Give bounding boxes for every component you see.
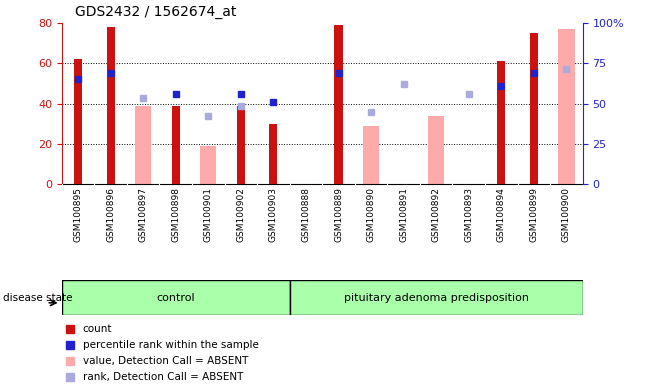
Bar [290, 280, 583, 315]
Text: GSM100897: GSM100897 [139, 187, 148, 242]
Text: GSM100901: GSM100901 [204, 187, 213, 242]
Text: GSM100899: GSM100899 [529, 187, 538, 242]
Bar [107, 27, 115, 184]
Bar [558, 29, 574, 184]
Text: pituitary adenoma predisposition: pituitary adenoma predisposition [344, 293, 529, 303]
Bar [530, 33, 538, 184]
Text: GSM100890: GSM100890 [367, 187, 376, 242]
Text: count: count [83, 323, 112, 334]
Text: GSM100892: GSM100892 [432, 187, 441, 242]
Text: GSM100888: GSM100888 [301, 187, 311, 242]
Text: value, Detection Call = ABSENT: value, Detection Call = ABSENT [83, 356, 248, 366]
Bar [270, 124, 277, 184]
Bar [428, 116, 444, 184]
Bar [62, 280, 290, 315]
Text: GSM100896: GSM100896 [106, 187, 115, 242]
Text: GSM100891: GSM100891 [399, 187, 408, 242]
Bar [172, 106, 180, 184]
Text: GSM100889: GSM100889 [334, 187, 343, 242]
Bar [363, 126, 379, 184]
Text: rank, Detection Call = ABSENT: rank, Detection Call = ABSENT [83, 372, 243, 382]
Text: disease state: disease state [3, 293, 73, 303]
Bar [335, 25, 342, 184]
Text: GDS2432 / 1562674_at: GDS2432 / 1562674_at [75, 5, 236, 19]
Text: GSM100894: GSM100894 [497, 187, 506, 242]
Text: control: control [156, 293, 195, 303]
Bar [237, 106, 245, 184]
Bar [201, 146, 216, 184]
Text: GSM100900: GSM100900 [562, 187, 571, 242]
Bar [74, 60, 82, 184]
Text: GSM100893: GSM100893 [464, 187, 473, 242]
Bar [497, 61, 505, 184]
Text: percentile rank within the sample: percentile rank within the sample [83, 340, 258, 350]
Text: GSM100902: GSM100902 [236, 187, 245, 242]
Text: GSM100903: GSM100903 [269, 187, 278, 242]
Text: GSM100895: GSM100895 [74, 187, 83, 242]
Text: GSM100898: GSM100898 [171, 187, 180, 242]
Bar [135, 106, 151, 184]
